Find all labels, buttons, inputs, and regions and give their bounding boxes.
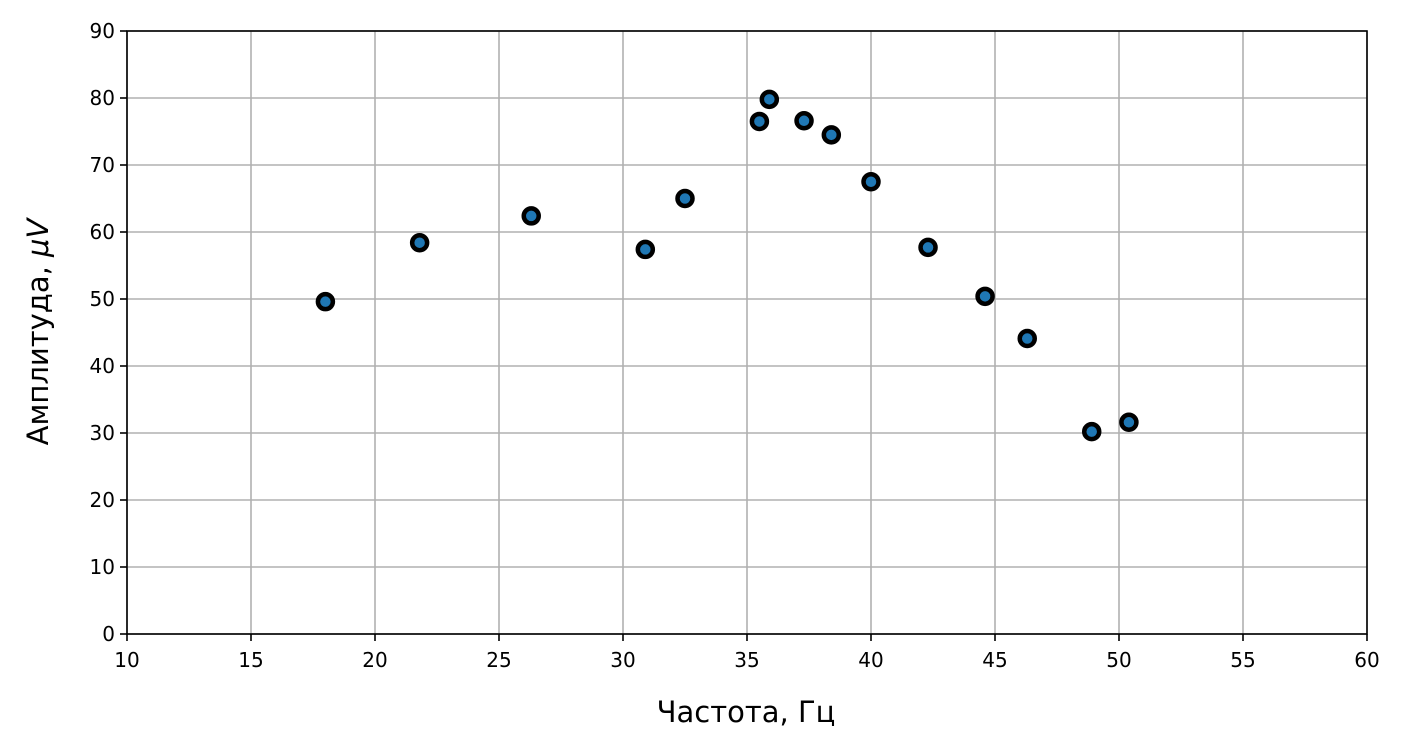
labels-layer: Частота, Гц Амплитуда, μV — [21, 217, 835, 729]
x-tick-label: 30 — [610, 648, 635, 672]
data-point — [635, 239, 656, 260]
y-axis-title: Амплитуда, μV — [21, 217, 55, 446]
data-point — [749, 111, 770, 132]
x-tick-label: 45 — [982, 648, 1007, 672]
data-point — [918, 237, 938, 258]
y-tick-label: 40 — [90, 354, 115, 378]
x-axis-title: Частота, Гц — [657, 695, 836, 729]
y-tick-label: 10 — [90, 555, 115, 579]
x-tick-label: 50 — [1106, 648, 1131, 672]
data-point — [794, 111, 814, 131]
y-tick-label: 80 — [90, 86, 115, 110]
data-point — [521, 206, 541, 226]
y-axis-title-text: Амплитуда, — [21, 257, 55, 445]
grid-layer — [126, 30, 1368, 635]
y-tick-label: 90 — [90, 19, 115, 43]
x-tick-label: 40 — [858, 648, 883, 672]
y-tick-label: 50 — [90, 287, 115, 311]
data-point — [861, 172, 881, 192]
data-point — [1017, 328, 1037, 349]
axes-layer: 10 15 20 25 30 35 40 45 50 55 60010203040506070809… — [90, 19, 1380, 672]
x-tick-label: 55 — [1230, 648, 1255, 672]
data-point — [315, 291, 336, 312]
data-point — [409, 232, 430, 253]
x-tick-label: 15 — [238, 648, 263, 672]
x-tick-label: 10 — [114, 648, 139, 672]
data-point — [759, 89, 780, 110]
x-tick-label: 25 — [486, 648, 511, 672]
y-tick-label: 70 — [90, 153, 115, 177]
x-tick-label: 60 — [1354, 648, 1379, 672]
points-layer — [315, 89, 1139, 442]
data-point — [821, 125, 842, 145]
y-tick-label: 60 — [90, 220, 115, 244]
y-tick-label: 20 — [90, 488, 115, 512]
y-tick-label: 30 — [90, 421, 115, 445]
data-point — [975, 286, 995, 307]
data-point — [1081, 421, 1102, 442]
x-tick-label: 20 — [362, 648, 387, 672]
data-point — [1119, 412, 1139, 433]
y-axis-title-unit: μV — [21, 217, 55, 258]
y-tick-label: 0 — [102, 622, 115, 646]
x-tick-label: 35 — [734, 648, 759, 672]
data-point — [675, 188, 695, 209]
